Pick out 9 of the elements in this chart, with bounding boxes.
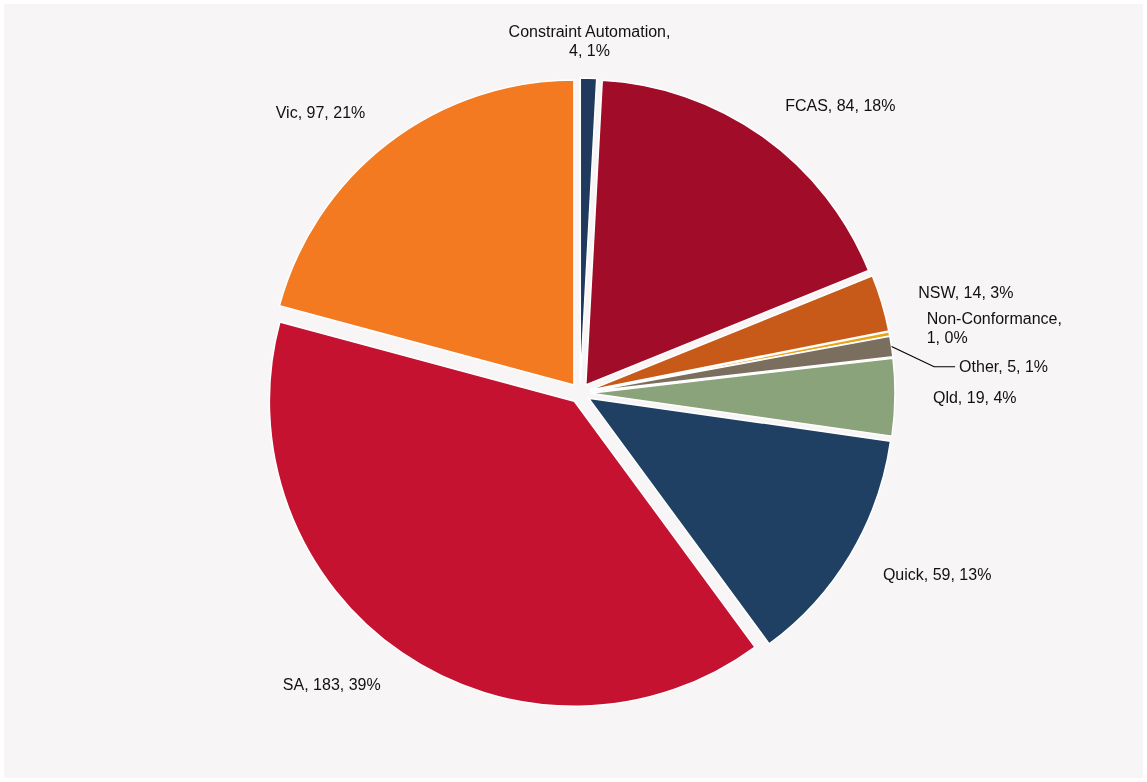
slice-label: Qld, 19, 4% [932,389,1017,407]
slice-label: FCAS, 84, 18% [785,97,896,115]
slice-label: SA, 183, 39% [282,675,381,693]
slice-label: Vic, 97, 21% [275,104,366,122]
slice-label: Other, 5, 1% [959,358,1049,376]
slice-label: NSW, 14, 3% [918,283,1014,301]
slice-label: Constraint Automation, 4, 1% [508,22,671,60]
slice-label: Quick, 59, 13% [882,565,992,583]
slice-label: Non-Conformance, 1, 0% [926,309,1062,346]
